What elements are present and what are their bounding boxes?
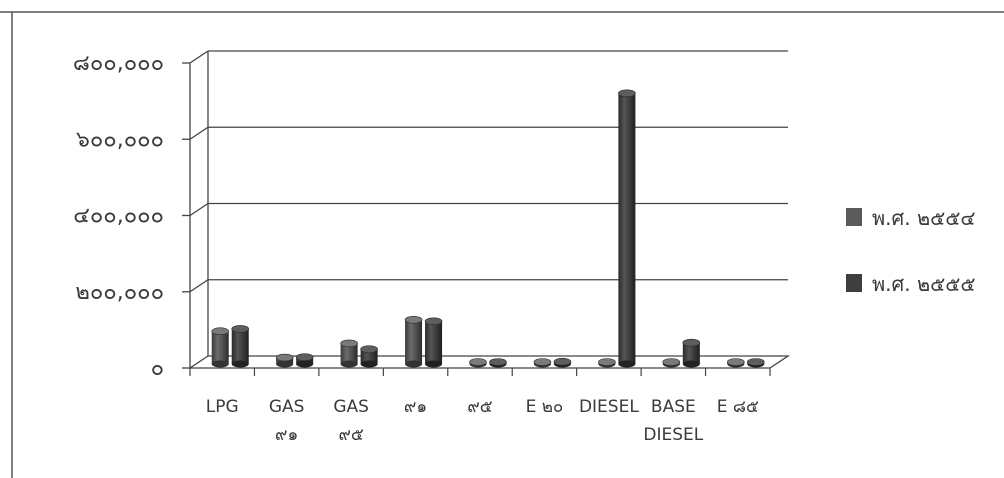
bar-body — [618, 93, 636, 364]
x-category-label: ๙๑ — [404, 397, 427, 417]
bar — [231, 325, 250, 368]
bar-base — [231, 360, 249, 368]
x-category-label: BASE — [651, 397, 696, 417]
bar — [553, 357, 572, 368]
bar-top — [469, 358, 487, 366]
x-category-label: E ๘๕ — [717, 397, 759, 417]
x-category-label: E ๒๐ — [526, 397, 564, 417]
bar-top — [618, 89, 636, 98]
bar — [211, 327, 230, 368]
bar-body — [231, 328, 249, 364]
bar-top — [275, 353, 294, 362]
gridline-side — [189, 50, 209, 64]
bar-top — [360, 345, 378, 353]
bar — [662, 358, 681, 368]
bar — [404, 315, 423, 368]
y-tick-label: ๒๐๐,๐๐๐ — [75, 280, 164, 305]
bar-top — [746, 358, 765, 366]
legend-swatch — [846, 208, 862, 226]
bar-top — [726, 358, 745, 366]
x-category-label: LPG — [206, 397, 239, 417]
bar — [746, 358, 765, 368]
bar-top — [682, 338, 701, 347]
x-category-label: DIESEL — [643, 425, 703, 445]
bar-base — [340, 360, 358, 368]
bar-top — [211, 327, 230, 336]
bar-top — [424, 317, 443, 326]
bar-body — [405, 319, 423, 364]
x-category-label: ๙๕ — [467, 397, 492, 417]
y-tick-label: ๖๐๐,๐๐๐ — [76, 127, 164, 152]
bar-body — [360, 349, 378, 364]
bar — [275, 353, 294, 368]
bar-base — [425, 360, 443, 368]
x-category-label: DIESEL — [579, 397, 639, 417]
bar — [360, 345, 378, 368]
bar — [340, 339, 358, 368]
bar — [682, 338, 701, 368]
bar — [295, 353, 314, 368]
bar — [598, 358, 616, 368]
bar — [618, 89, 636, 368]
bar-base — [618, 360, 636, 368]
bar — [469, 358, 487, 368]
bar-top — [295, 353, 314, 361]
bar — [533, 358, 552, 368]
bar-body — [425, 321, 443, 364]
x-category-label: GAS — [269, 397, 305, 417]
bar-base — [276, 360, 294, 368]
bar-base — [296, 360, 314, 368]
y-tick-label: ๔๐๐,๐๐๐ — [73, 204, 164, 229]
legend-label: พ.ศ. ๒๕๕๔ — [872, 206, 976, 230]
bar-base — [405, 360, 423, 368]
bar-top — [553, 357, 572, 366]
bar-top — [340, 339, 358, 348]
legend-label: พ.ศ. ๒๕๕๕ — [872, 272, 976, 296]
bar-base — [360, 360, 378, 368]
legend-swatch — [846, 274, 862, 292]
x-category-label: GAS — [333, 397, 369, 417]
gridline-side — [189, 202, 209, 217]
bar-base — [211, 360, 229, 368]
bar — [489, 358, 507, 368]
gridline-side — [189, 126, 209, 140]
x-category-label: ๙๕ — [338, 425, 363, 445]
bar — [424, 317, 443, 368]
y-tick-label: ๘๐๐,๐๐๐ — [73, 51, 164, 76]
bar-body — [211, 331, 229, 364]
bar-top — [489, 358, 507, 366]
bar-base — [682, 360, 700, 368]
bar — [726, 358, 745, 368]
bar-top — [598, 358, 616, 366]
bar-top — [404, 315, 423, 324]
gridline-side — [189, 279, 209, 293]
bar-top — [533, 358, 552, 366]
bar-top — [662, 358, 681, 366]
bar-body — [682, 342, 700, 364]
bar-top — [231, 325, 250, 333]
x-category-label: ๙๑ — [275, 425, 298, 445]
y-tick-label: ๐ — [151, 356, 164, 381]
bar-body — [340, 343, 358, 364]
